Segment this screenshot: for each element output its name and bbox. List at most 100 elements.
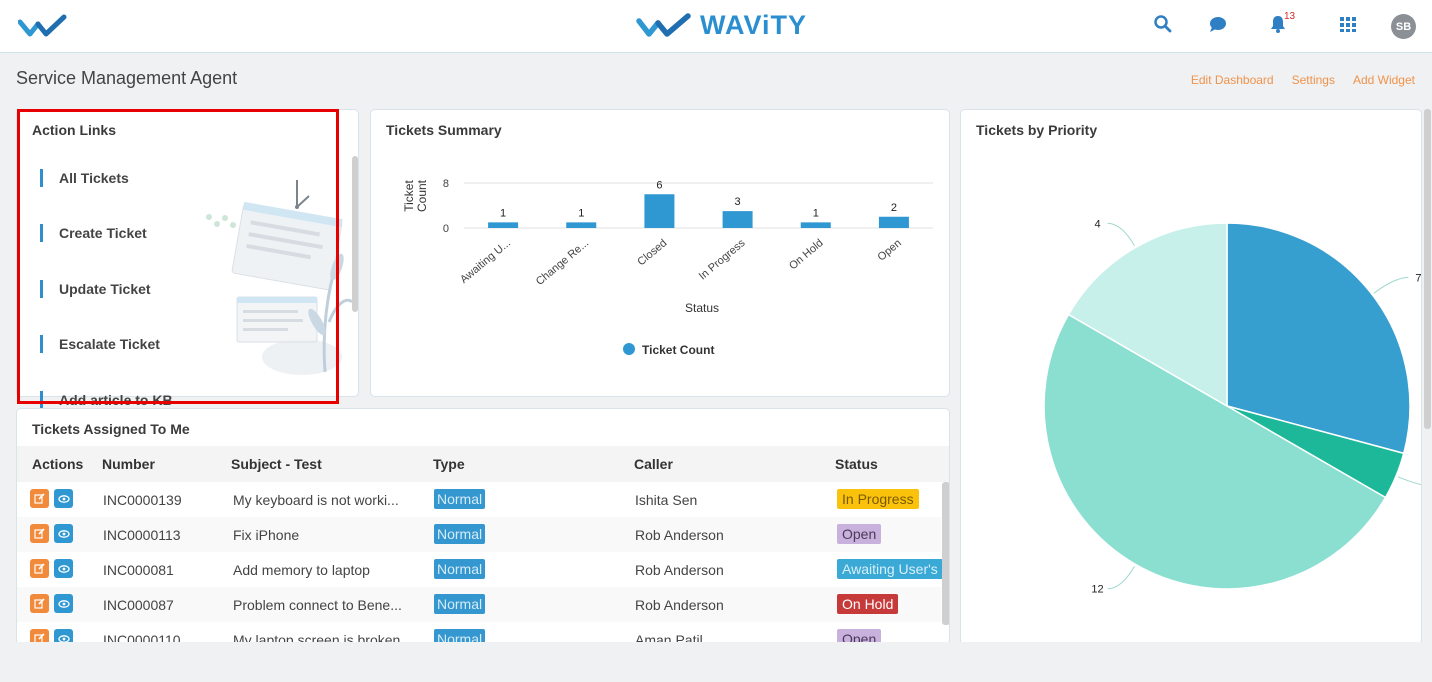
- type-badge: Normal: [434, 629, 486, 644]
- table-scrollbar[interactable]: [942, 482, 949, 625]
- bar[interactable]: [488, 222, 519, 228]
- link-marker: [40, 224, 43, 243]
- status-badge: On Hold: [837, 594, 899, 614]
- y-tick-label: 0: [443, 223, 449, 235]
- bar[interactable]: [878, 216, 909, 228]
- column-header-actions[interactable]: Actions: [32, 456, 84, 472]
- bar[interactable]: [566, 222, 597, 228]
- status-badge: Open: [837, 629, 882, 644]
- x-tick-label: In Progress: [697, 237, 748, 283]
- bar-value-label: 1: [578, 207, 584, 219]
- tickets-assigned-title: Tickets Assigned To Me: [32, 421, 190, 437]
- x-tick-label: On Hold: [787, 237, 826, 272]
- status-badge: In Progress: [837, 489, 919, 509]
- action-link-escalate-ticket[interactable]: Escalate Ticket: [40, 317, 173, 373]
- edit-dashboard-link[interactable]: Edit Dashboard: [1190, 73, 1274, 87]
- column-header-number[interactable]: Number: [102, 456, 155, 472]
- view-eye-icon[interactable]: [54, 594, 73, 613]
- ticket-caller: Aman Patil: [635, 632, 703, 645]
- status-badge: Open: [837, 524, 882, 544]
- table-row[interactable]: INC0000139 My keyboard is not worki... N…: [17, 482, 941, 517]
- link-marker: [40, 168, 43, 187]
- center-logo: WAViTY: [636, 10, 807, 41]
- view-eye-icon[interactable]: [54, 489, 73, 508]
- bar-value-label: 1: [500, 207, 506, 219]
- y-tick-label: 8: [443, 178, 449, 190]
- action-links-scrollbar[interactable]: [352, 156, 358, 312]
- ticket-number[interactable]: INC0000113: [103, 527, 181, 543]
- ticket-caller: Rob Anderson: [635, 562, 724, 578]
- tickets-summary-card: Tickets Summary Ticket Count Status 0 8 1 A…: [370, 109, 950, 397]
- column-header-caller[interactable]: Caller: [634, 456, 673, 472]
- column-header-subject[interactable]: Subject - Test: [231, 456, 322, 472]
- legend-marker: [623, 343, 635, 355]
- pie-slice[interactable]: [1226, 222, 1411, 455]
- column-header-status[interactable]: Status: [835, 456, 878, 472]
- ticket-subject: My keyboard is not worki...: [233, 492, 399, 508]
- ticket-subject: Add memory to laptop: [233, 562, 370, 578]
- ticket-number[interactable]: INC000081: [103, 562, 174, 578]
- page-footer-area: [0, 642, 1432, 682]
- link-marker: [40, 390, 43, 409]
- table-row[interactable]: INC0000113 Fix iPhone Normal Rob Anderso…: [17, 517, 941, 552]
- column-header-type[interactable]: Type: [433, 456, 465, 472]
- bar[interactable]: [644, 194, 675, 228]
- action-link-label: Add article to KB: [59, 391, 173, 408]
- pie-leader-line: [1107, 222, 1135, 247]
- ticket-number[interactable]: INC0000110: [103, 632, 181, 645]
- apps-grid-icon[interactable]: [1338, 14, 1362, 38]
- tickets-by-priority-title: Tickets by Priority: [976, 122, 1098, 138]
- wavity-mark-icon: [636, 12, 691, 37]
- pie-value-label: 12: [1091, 584, 1103, 596]
- bar-value-label: 3: [735, 196, 741, 208]
- page-scrollbar[interactable]: [1424, 109, 1431, 429]
- table-row[interactable]: INC000081 Add memory to laptop Normal Ro…: [17, 552, 943, 587]
- action-link-label: All Tickets: [59, 169, 129, 186]
- edit-icon[interactable]: [30, 524, 49, 543]
- type-badge: Normal: [434, 524, 486, 544]
- wavity-logo-icon[interactable]: [17, 14, 68, 43]
- status-badge: Awaiting User's: [837, 559, 943, 579]
- view-eye-icon[interactable]: [54, 559, 73, 578]
- action-links-card: Action Links: [16, 109, 359, 409]
- action-link-all-tickets[interactable]: All Tickets: [40, 150, 173, 206]
- link-marker: [40, 335, 43, 354]
- type-badge: Normal: [434, 594, 486, 614]
- action-links-title: Action Links: [32, 122, 117, 138]
- chat-icon[interactable]: [1208, 14, 1232, 38]
- legend-label[interactable]: Ticket Count: [642, 343, 714, 357]
- pie-leader-line: [1373, 277, 1409, 294]
- tickets-assigned-card: Tickets Assigned To Me Actions Number Su…: [16, 408, 950, 645]
- pie-value-label: 4: [1094, 218, 1100, 230]
- bar[interactable]: [722, 211, 753, 228]
- ticket-subject: My laptop screen is broken: [233, 632, 401, 645]
- view-eye-icon[interactable]: [54, 524, 73, 543]
- add-widget-link[interactable]: Add Widget: [1352, 73, 1415, 87]
- ticket-subject: Problem connect to Bene...: [233, 597, 402, 613]
- ticket-number[interactable]: INC000087: [103, 597, 174, 613]
- x-tick-label: Open: [876, 237, 904, 263]
- ticket-number[interactable]: INC0000139: [103, 492, 182, 508]
- x-tick-label: Change Re...: [534, 237, 591, 288]
- user-avatar[interactable]: SB: [1391, 14, 1416, 39]
- edit-icon[interactable]: [30, 594, 49, 613]
- tickets-summary-chart: Ticket Count Status 0 8 1 Awaiting U... 1 Cha…: [402, 178, 933, 357]
- edit-icon[interactable]: [30, 559, 49, 578]
- table-row[interactable]: INC0000110 My laptop screen is broken No…: [17, 622, 941, 645]
- pie-slice[interactable]: [1043, 313, 1387, 590]
- bar[interactable]: [800, 222, 831, 228]
- search-icon[interactable]: [1153, 14, 1177, 38]
- dashboard-illustration: [197, 172, 357, 387]
- action-link-create-ticket[interactable]: Create Ticket: [40, 206, 173, 262]
- type-badge: Normal: [434, 559, 486, 579]
- tickets-by-priority-chart: 71124: [1043, 218, 1421, 596]
- table-row[interactable]: INC000087 Problem connect to Bene... Nor…: [17, 587, 941, 622]
- view-eye-icon[interactable]: [54, 629, 73, 644]
- settings-link[interactable]: Settings: [1291, 73, 1335, 87]
- action-link-label: Create Ticket: [59, 225, 147, 242]
- edit-icon[interactable]: [30, 489, 49, 508]
- pie-slice[interactable]: [1067, 222, 1228, 408]
- bell-icon[interactable]: [1268, 14, 1292, 38]
- ticket-caller: Ishita Sen: [635, 492, 698, 508]
- action-link-update-ticket[interactable]: Update Ticket: [40, 261, 173, 317]
